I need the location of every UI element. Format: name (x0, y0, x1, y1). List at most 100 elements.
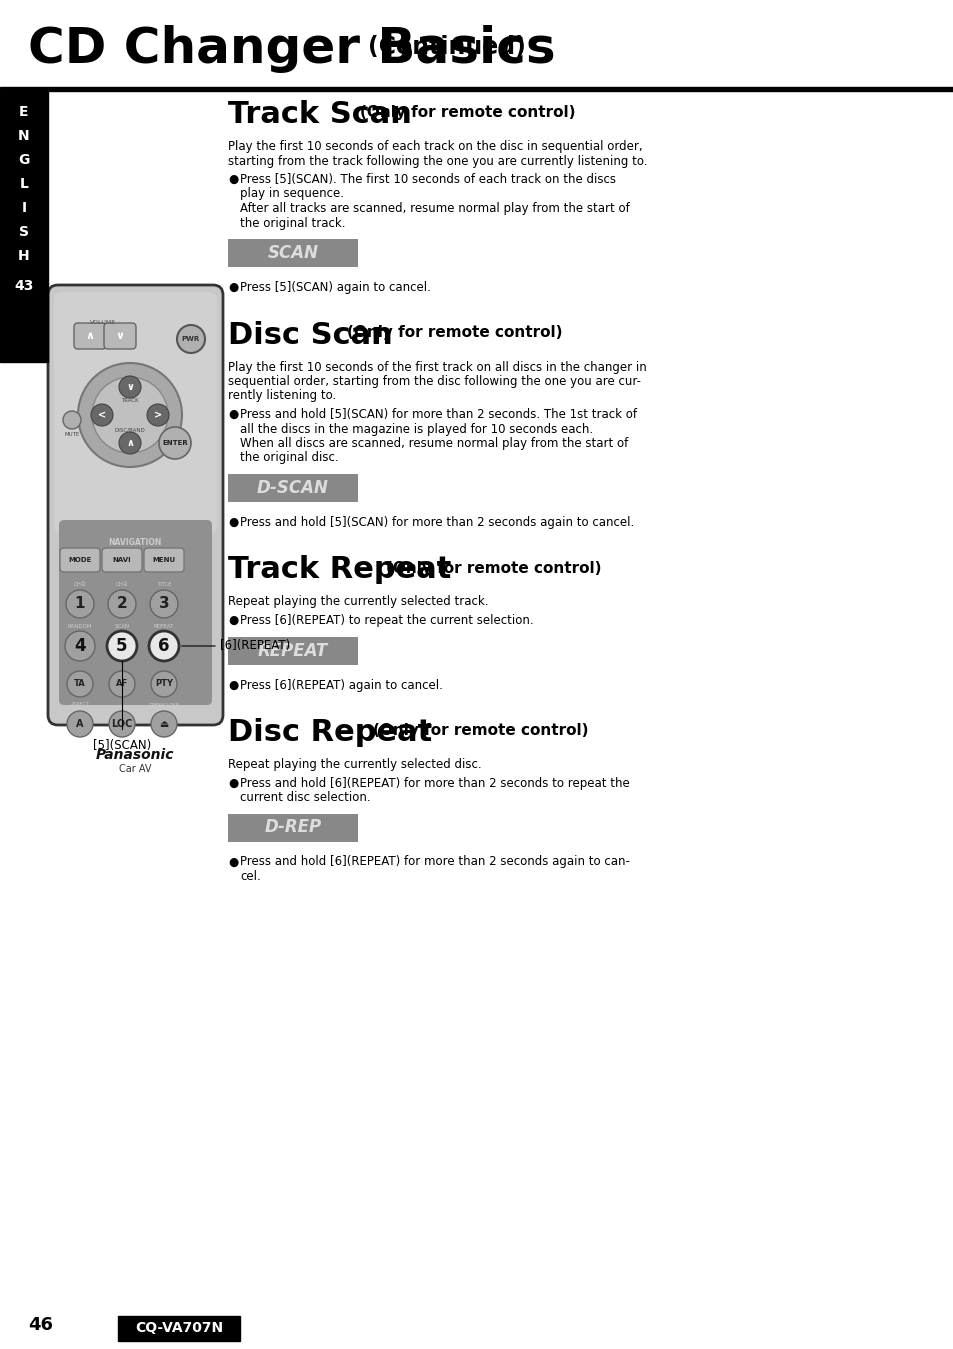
Text: REPEAT: REPEAT (257, 642, 328, 660)
Circle shape (177, 325, 205, 353)
Text: After all tracks are scanned, resume normal play from the start of: After all tracks are scanned, resume nor… (240, 202, 629, 214)
Circle shape (66, 590, 94, 618)
Text: ●: ● (228, 173, 238, 186)
Text: ●: ● (228, 517, 238, 529)
Text: VOLUME: VOLUME (90, 320, 116, 325)
Bar (228, 473, 357, 502)
Text: current disc selection.: current disc selection. (240, 791, 370, 804)
Text: sequential order, starting from the disc following the one you are cur-: sequential order, starting from the disc… (228, 375, 640, 389)
Text: Play the first 10 seconds of each track on the disc in sequential order,: Play the first 10 seconds of each track … (228, 140, 642, 152)
Text: ∧: ∧ (86, 331, 94, 341)
Text: ●: ● (228, 855, 238, 869)
Text: (Only for remote control): (Only for remote control) (347, 325, 561, 340)
Circle shape (150, 590, 178, 618)
Circle shape (149, 631, 179, 661)
Text: Press [5](SCAN). The first 10 seconds of each track on the discs: Press [5](SCAN). The first 10 seconds of… (240, 173, 616, 186)
Text: ∨: ∨ (115, 331, 125, 341)
Text: all the discs in the magazine is played for 10 seconds each.: all the discs in the magazine is played … (240, 422, 593, 436)
Text: TITLE: TITLE (156, 581, 172, 587)
Text: >: > (153, 410, 162, 420)
Text: REPEAT: REPEAT (153, 625, 174, 630)
Text: (Only for remote control): (Only for remote control) (386, 560, 601, 576)
Text: H: H (18, 250, 30, 263)
Text: ●: ● (228, 281, 238, 294)
Text: ASPECT: ASPECT (71, 703, 90, 707)
Text: TRACK: TRACK (121, 398, 139, 402)
Text: SCAN: SCAN (114, 625, 130, 630)
Text: CH①: CH① (73, 581, 87, 587)
Text: TA: TA (74, 680, 86, 688)
Text: the original disc.: the original disc. (240, 452, 338, 464)
Circle shape (147, 403, 169, 426)
Text: D-REP: D-REP (264, 819, 321, 836)
Text: Press [5](SCAN) again to cancel.: Press [5](SCAN) again to cancel. (240, 281, 431, 294)
Circle shape (65, 631, 95, 661)
Text: CQ-VA707N: CQ-VA707N (134, 1321, 223, 1336)
Circle shape (109, 670, 135, 697)
Circle shape (151, 670, 177, 697)
Text: Track Scan: Track Scan (228, 100, 412, 130)
Text: ●: ● (228, 614, 238, 627)
Bar (0, 92, 48, 362)
Text: Repeat playing the currently selected disc.: Repeat playing the currently selected di… (228, 758, 481, 772)
Text: 6: 6 (158, 637, 170, 656)
Text: MUTE: MUTE (64, 432, 79, 437)
FancyBboxPatch shape (104, 322, 136, 349)
Text: MENU: MENU (152, 557, 175, 563)
Text: RANDOM: RANDOM (68, 625, 92, 630)
Text: Disc Repeat: Disc Repeat (228, 718, 432, 747)
Text: (Only for remote control): (Only for remote control) (373, 723, 588, 738)
Text: Press and hold [6](REPEAT) for more than 2 seconds to repeat the: Press and hold [6](REPEAT) for more than… (240, 777, 629, 789)
Text: PWR: PWR (182, 336, 200, 343)
FancyBboxPatch shape (144, 548, 184, 572)
Text: N: N (18, 130, 30, 143)
Circle shape (109, 711, 135, 737)
Text: (Only for remote control): (Only for remote control) (359, 105, 575, 120)
Text: Press and hold [5](SCAN) for more than 2 seconds again to cancel.: Press and hold [5](SCAN) for more than 2… (240, 517, 634, 529)
Text: When all discs are scanned, resume normal play from the start of: When all discs are scanned, resume norma… (240, 437, 628, 451)
Text: Press and hold [5](SCAN) for more than 2 seconds. The 1st track of: Press and hold [5](SCAN) for more than 2… (240, 407, 637, 421)
Text: Car AV: Car AV (118, 764, 152, 774)
Text: cel.: cel. (240, 870, 260, 884)
FancyBboxPatch shape (74, 322, 106, 349)
Text: PTY: PTY (154, 680, 172, 688)
Text: DISC/BAND: DISC/BAND (114, 428, 145, 433)
Text: ∨: ∨ (126, 382, 133, 393)
Text: Repeat playing the currently selected track.: Repeat playing the currently selected tr… (228, 595, 488, 608)
Text: AF: AF (116, 680, 128, 688)
Text: I: I (21, 201, 27, 214)
Text: Press [6](REPEAT) to repeat the current selection.: Press [6](REPEAT) to repeat the current … (240, 614, 533, 627)
Text: 4: 4 (74, 637, 86, 656)
Text: ●: ● (228, 407, 238, 421)
Text: Disc Scan: Disc Scan (228, 321, 393, 349)
Circle shape (107, 631, 137, 661)
Text: ⏏: ⏏ (159, 719, 169, 728)
Text: 43: 43 (14, 279, 33, 293)
Text: ∧: ∧ (126, 438, 133, 448)
Circle shape (119, 376, 141, 398)
Text: starting from the track following the one you are currently listening to.: starting from the track following the on… (228, 155, 647, 167)
Text: Panasonic: Panasonic (95, 747, 174, 762)
Bar (228, 813, 357, 842)
Text: the original track.: the original track. (240, 216, 345, 229)
Bar (118, 1317, 240, 1341)
Circle shape (108, 590, 136, 618)
Text: SCAN: SCAN (267, 244, 318, 262)
Text: Track Repeat: Track Repeat (228, 556, 451, 584)
Text: E: E (19, 105, 29, 119)
Circle shape (67, 670, 92, 697)
Text: MODE: MODE (69, 557, 91, 563)
Circle shape (91, 403, 112, 426)
FancyBboxPatch shape (54, 291, 216, 533)
Text: Play the first 10 seconds of the first track on all discs in the changer in: Play the first 10 seconds of the first t… (228, 360, 646, 374)
Text: ●: ● (228, 679, 238, 692)
Text: NAVIGATION: NAVIGATION (109, 538, 161, 546)
Circle shape (91, 376, 168, 453)
Text: (Continued): (Continued) (368, 35, 525, 59)
Text: A: A (76, 719, 84, 728)
Circle shape (119, 432, 141, 455)
Text: S: S (19, 225, 29, 239)
Text: rently listening to.: rently listening to. (228, 390, 335, 402)
Text: [6](REPEAT): [6](REPEAT) (220, 639, 290, 653)
Text: <: < (98, 410, 106, 420)
